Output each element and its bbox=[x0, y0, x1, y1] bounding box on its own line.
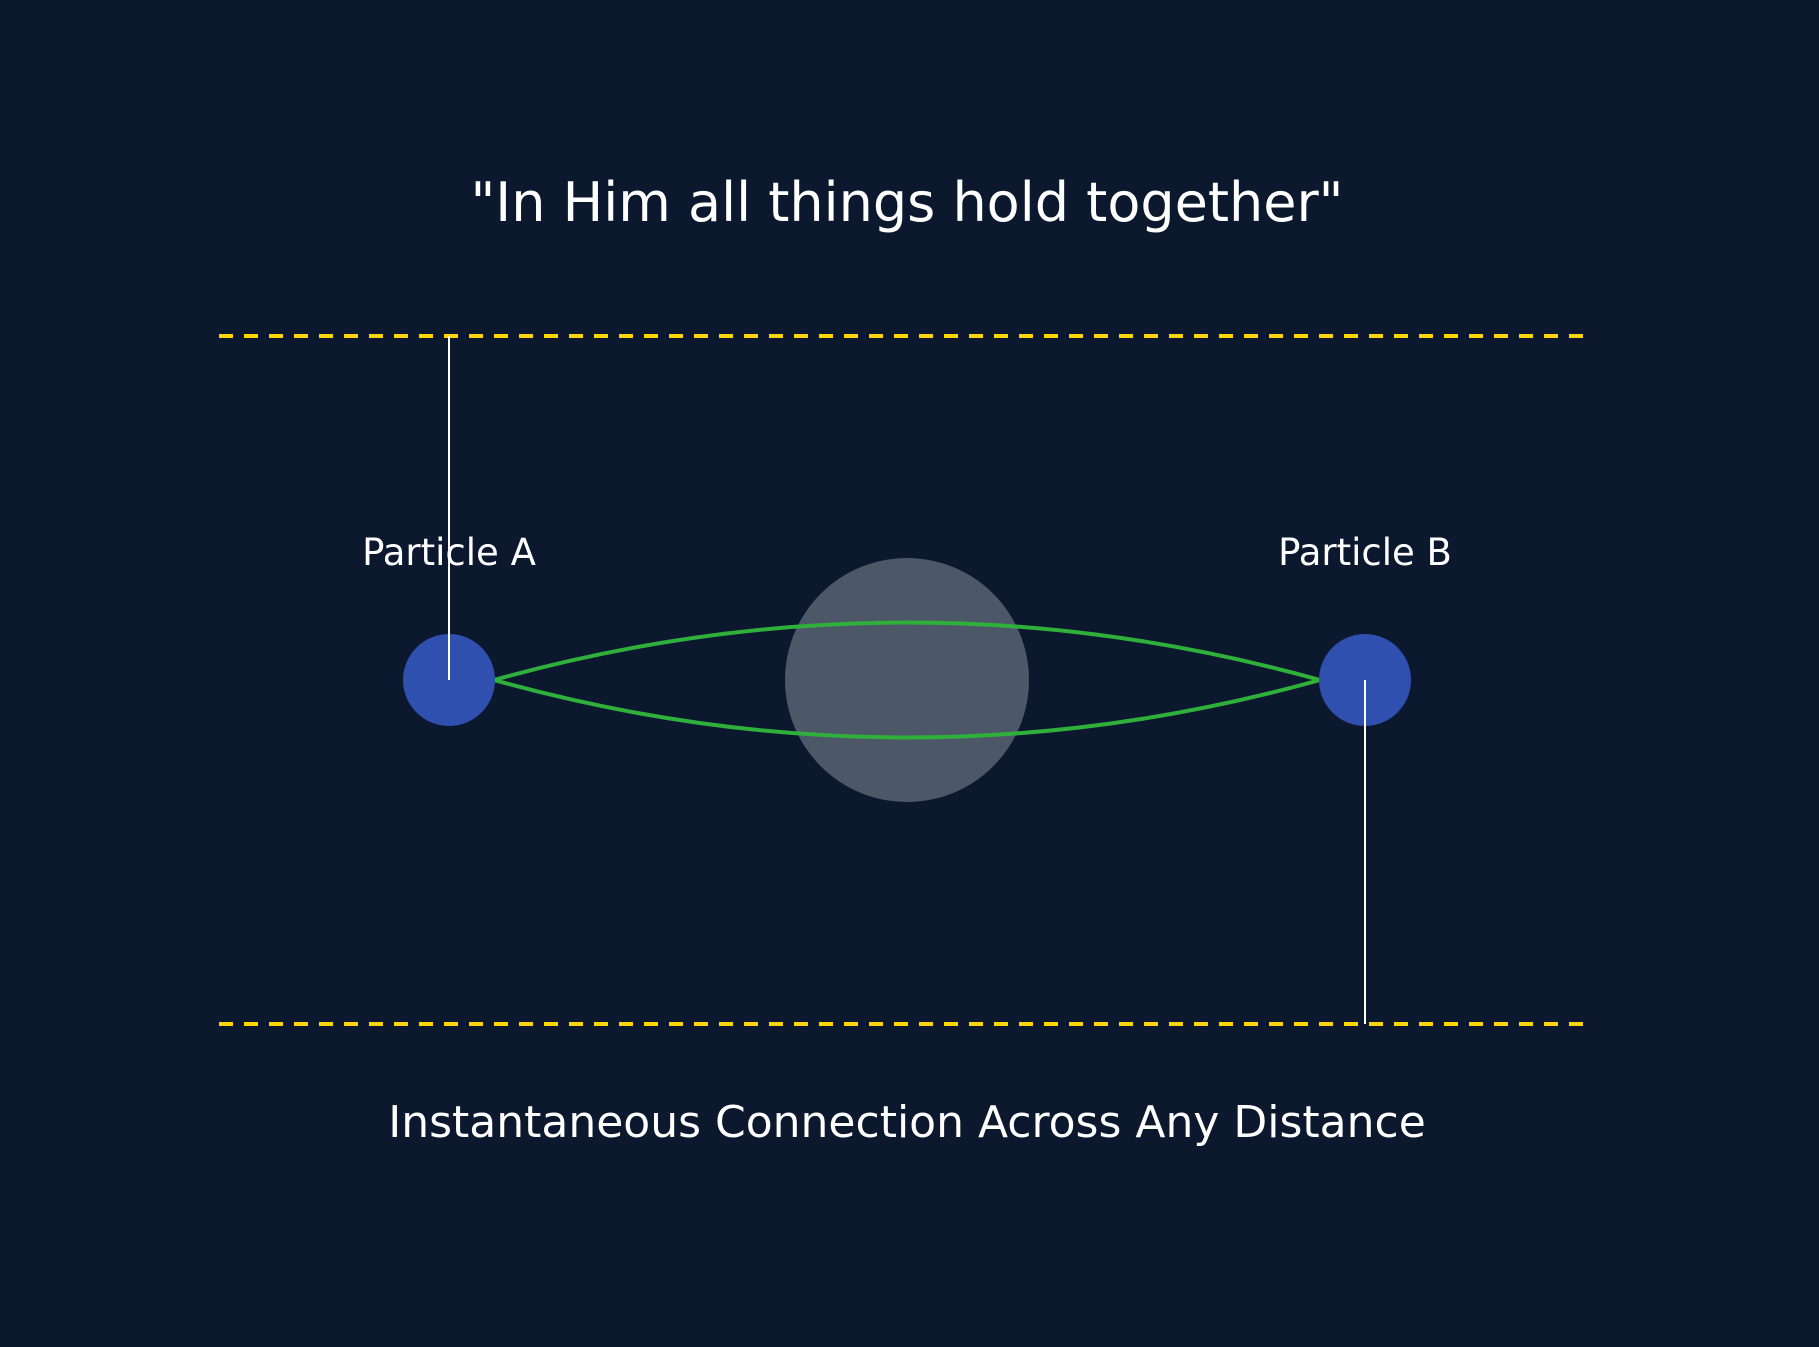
connection-arc-lower bbox=[493, 678, 1321, 740]
diagram-caption: Instantaneous Connection Across Any Dist… bbox=[388, 1097, 1426, 1148]
center-sphere bbox=[785, 558, 1029, 802]
particle-a-label: Particle A bbox=[362, 531, 536, 574]
diagram-title: "In Him all things hold together" bbox=[470, 171, 1343, 234]
connection-arc-upper bbox=[493, 620, 1321, 682]
particle-b-label: Particle B bbox=[1278, 531, 1452, 574]
